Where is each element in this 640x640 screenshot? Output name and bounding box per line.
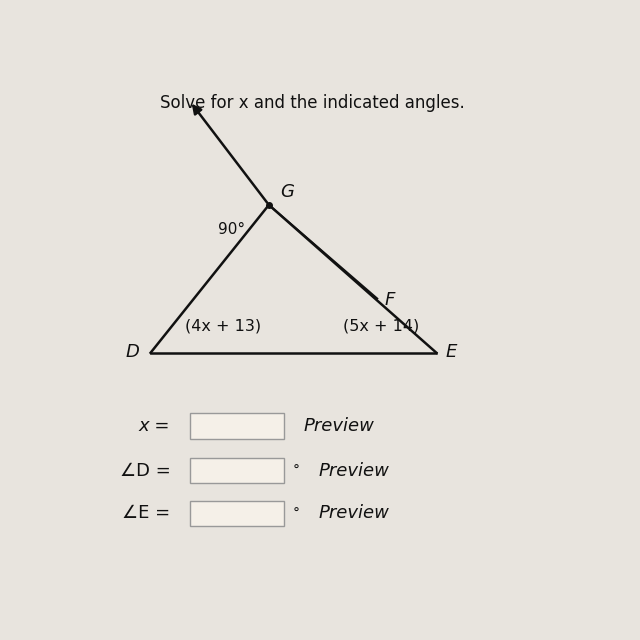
Text: E: E (445, 343, 457, 361)
FancyBboxPatch shape (190, 413, 284, 439)
FancyBboxPatch shape (190, 500, 284, 526)
Text: ∠D =: ∠D = (120, 461, 170, 479)
Text: °: ° (292, 506, 300, 520)
Text: Preview: Preview (318, 461, 389, 479)
Text: Preview: Preview (318, 504, 389, 522)
FancyBboxPatch shape (190, 458, 284, 483)
Text: Solve for x and the indicated angles.: Solve for x and the indicated angles. (161, 94, 465, 112)
Text: Preview: Preview (303, 417, 374, 435)
Text: F: F (385, 291, 395, 309)
Text: °: ° (292, 463, 300, 477)
Text: (4x + 13): (4x + 13) (185, 318, 261, 333)
Text: D: D (126, 343, 140, 361)
Text: ∠E =: ∠E = (122, 504, 170, 522)
Text: 90°: 90° (218, 222, 246, 237)
Text: (5x + 14): (5x + 14) (343, 318, 419, 333)
Text: x =: x = (139, 417, 170, 435)
Text: G: G (280, 183, 294, 201)
